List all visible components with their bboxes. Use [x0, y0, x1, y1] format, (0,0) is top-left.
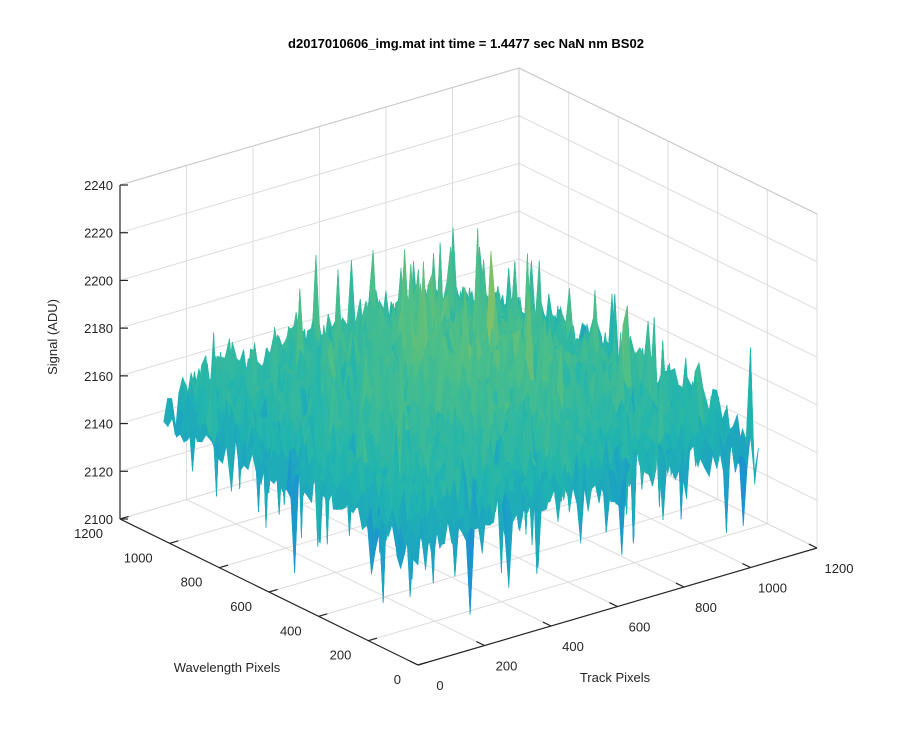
grid-line [368, 523, 768, 642]
surface-mesh [163, 227, 759, 615]
box-edge [518, 67, 818, 215]
box-edge [119, 67, 520, 186]
grid-line [318, 498, 718, 617]
